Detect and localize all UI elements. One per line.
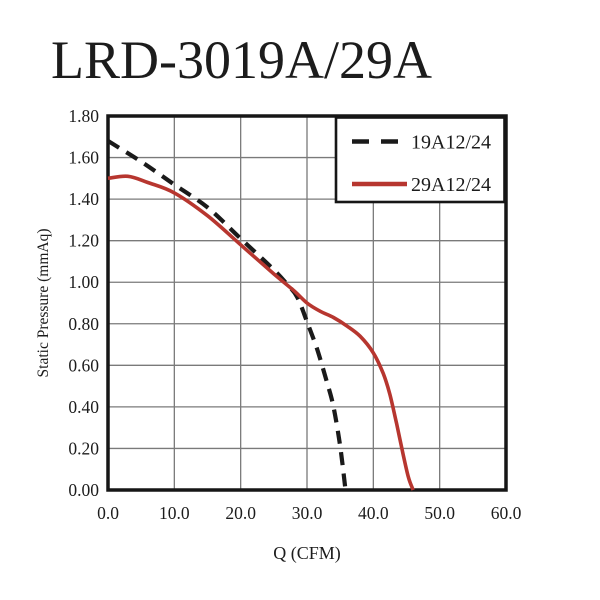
chart-title: LRD-3019A/29A xyxy=(51,30,432,90)
x-axis-title: Q (CFM) xyxy=(273,543,341,564)
x-tick-label: 60.0 xyxy=(491,503,522,523)
x-tick-label: 40.0 xyxy=(358,503,389,523)
legend-label: 29A12/24 xyxy=(411,174,491,196)
legend-label: 19A12/24 xyxy=(411,132,491,154)
plot-frame xyxy=(106,114,508,492)
y-tick-label: 1.20 xyxy=(68,231,99,251)
x-tick-label: 10.0 xyxy=(159,503,190,523)
y-tick-label: 1.40 xyxy=(68,189,99,209)
y-tick-label: 1.60 xyxy=(68,148,99,168)
y-tick-label: 1.80 xyxy=(68,106,99,126)
x-tick-label: 20.0 xyxy=(225,503,256,523)
y-tick-label: 0.80 xyxy=(68,314,99,334)
y-tick-label: 0.20 xyxy=(68,438,99,458)
y-axis-title: Static Pressure (mmAq) xyxy=(35,229,52,378)
legend-box xyxy=(334,116,506,204)
y-tick-label: 0.60 xyxy=(68,355,99,375)
x-tick-label: 0.0 xyxy=(97,503,119,523)
x-tick-label: 30.0 xyxy=(292,503,323,523)
y-tick-label: 0.00 xyxy=(68,480,99,500)
series-curve-19A12/24 xyxy=(106,139,348,491)
y-tick-label: 1.00 xyxy=(68,272,99,292)
x-tick-label: 50.0 xyxy=(424,503,455,523)
y-tick-label: 0.40 xyxy=(68,397,99,417)
series-curve-29A12/24 xyxy=(107,174,415,491)
